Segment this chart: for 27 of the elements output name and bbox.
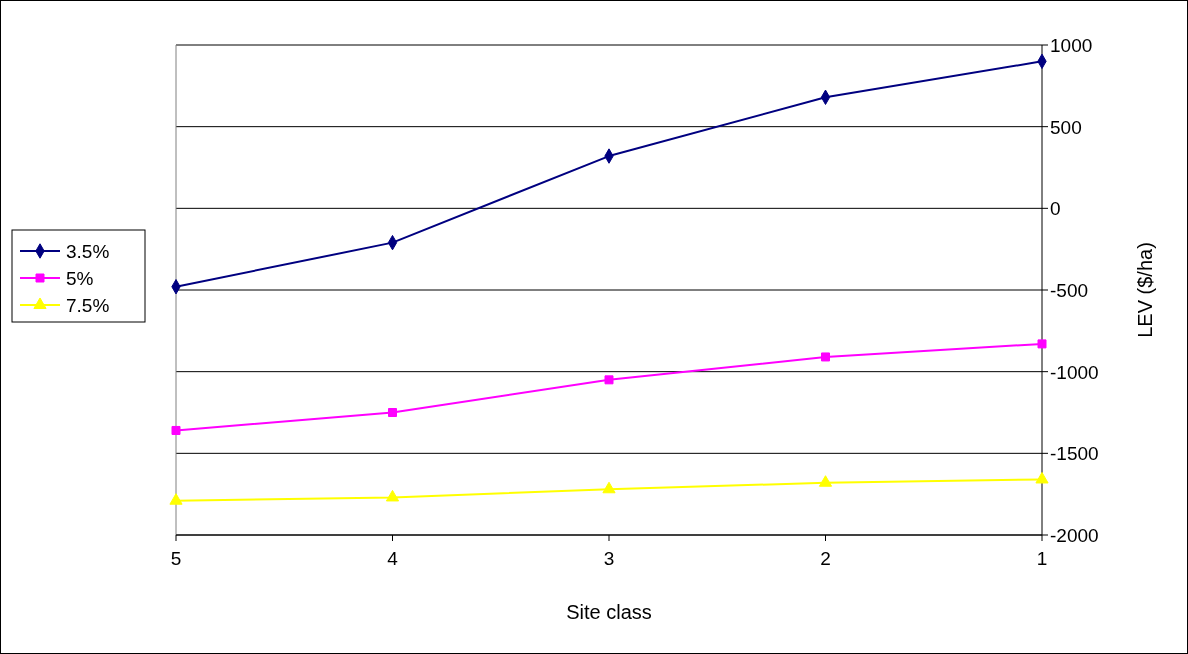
x-tick-label: 1 <box>1036 548 1048 569</box>
point <box>385 489 400 502</box>
point <box>171 425 181 435</box>
legend-label: 5% <box>66 268 94 289</box>
point <box>604 375 614 385</box>
x-tick-label: 3 <box>603 548 615 569</box>
point <box>388 408 397 417</box>
y-tick-label: -1500 <box>1050 443 1099 465</box>
x-tick-label: 4 <box>387 548 399 569</box>
point <box>818 475 833 487</box>
point <box>602 481 616 494</box>
legend-label: 7.5% <box>66 295 110 316</box>
y-tick-label: -1000 <box>1050 361 1099 383</box>
point <box>169 493 183 505</box>
legend-label: 3.5% <box>66 241 110 262</box>
y-tick-label: -500 <box>1050 280 1089 301</box>
x-axis-title: Site class <box>566 601 652 623</box>
y-tick-label: 500 <box>1050 116 1082 138</box>
point <box>1037 339 1047 349</box>
x-tick-label: 5 <box>170 548 182 569</box>
y-axis-title: LEV ($/ha) <box>1134 242 1156 338</box>
x-tick-label: 2 <box>820 548 831 569</box>
y-tick-label: 1000 <box>1050 35 1093 56</box>
point <box>1035 471 1049 484</box>
y-tick-label: 0 <box>1050 198 1061 220</box>
y-tick-label: -2000 <box>1050 525 1099 546</box>
point <box>821 352 830 362</box>
